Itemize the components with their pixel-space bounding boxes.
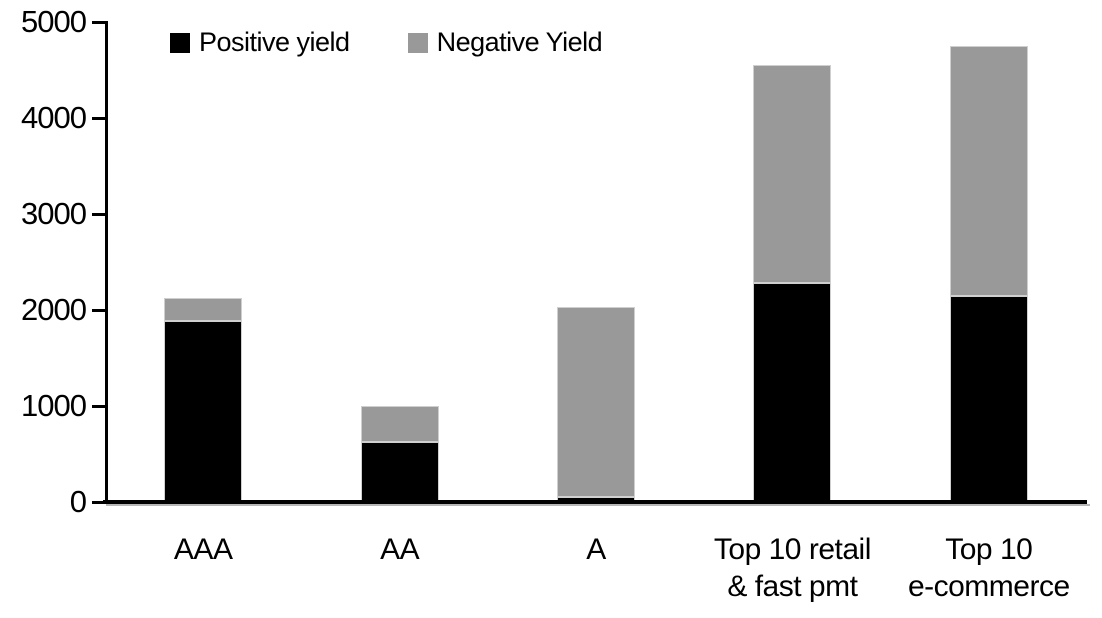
x-category-label-aaa: AAA bbox=[88, 531, 318, 568]
y-tick-label-5000: 5000 bbox=[21, 4, 87, 39]
legend-swatch-positive-yield bbox=[170, 32, 190, 53]
x-category-label-line: A bbox=[586, 533, 606, 566]
y-tick-mark-5000 bbox=[92, 20, 105, 24]
x-category-label-line: AA bbox=[380, 533, 420, 566]
y-axis-line bbox=[105, 21, 108, 504]
bar-segment-negative-yield-aa bbox=[360, 406, 439, 443]
y-tick-label-4000: 4000 bbox=[21, 100, 87, 135]
bar-segment-negative-yield-aaa bbox=[164, 298, 243, 321]
y-tick-mark-0 bbox=[92, 500, 105, 504]
y-tick-label-2000: 2000 bbox=[21, 292, 87, 327]
bar-segment-negative-yield-top-10-e-commerce bbox=[949, 46, 1028, 296]
y-tick-mark-4000 bbox=[92, 116, 105, 120]
y-tick-mark-2000 bbox=[92, 308, 105, 312]
x-category-label-line: & fast pmt bbox=[727, 570, 858, 603]
x-category-label-line: AAA bbox=[173, 533, 233, 566]
x-category-label-aa: AA bbox=[285, 531, 515, 568]
bar-segment-negative-yield-a bbox=[557, 307, 635, 498]
bar-segment-negative-yield-top-10-retail-fast-pmt bbox=[753, 65, 832, 284]
chart-legend: Positive yield Negative Yield bbox=[170, 27, 603, 58]
bar-segment-positive-yield-aaa bbox=[164, 320, 243, 502]
x-category-label-a: A bbox=[481, 531, 711, 568]
legend-label-negative-yield: Negative Yield bbox=[436, 27, 603, 57]
y-tick-mark-3000 bbox=[92, 212, 105, 216]
x-category-label-top-10-e-commerce: Top 10 e-commerce bbox=[874, 531, 1102, 605]
bar-segment-positive-yield-aa bbox=[360, 442, 439, 502]
x-axis-baseline-shadow bbox=[106, 504, 1090, 506]
legend-swatch-negative-yield bbox=[407, 32, 428, 53]
x-category-label-line: e-commerce bbox=[907, 570, 1070, 603]
x-category-label-line: Top 10 retail bbox=[713, 533, 871, 566]
x-category-label-top-10-retail-fast-pmt: Top 10 retail & fast pmt bbox=[677, 531, 907, 605]
legend-label-positive-yield: Positive yield bbox=[199, 27, 350, 57]
y-tick-label-0: 0 bbox=[69, 484, 87, 519]
x-axis-baseline bbox=[103, 500, 1087, 504]
y-tick-mark-1000 bbox=[92, 404, 105, 408]
y-tick-label-1000: 1000 bbox=[21, 388, 87, 423]
legend-item-negative-yield: Negative Yield bbox=[407, 27, 603, 58]
x-category-label-line: Top 10 bbox=[945, 533, 1033, 566]
bar-segment-positive-yield-top-10-retail-fast-pmt bbox=[753, 283, 832, 502]
legend-item-positive-yield: Positive yield bbox=[170, 27, 350, 58]
bar-segment-positive-yield-top-10-e-commerce bbox=[949, 295, 1028, 502]
y-tick-label-3000: 3000 bbox=[21, 196, 87, 231]
